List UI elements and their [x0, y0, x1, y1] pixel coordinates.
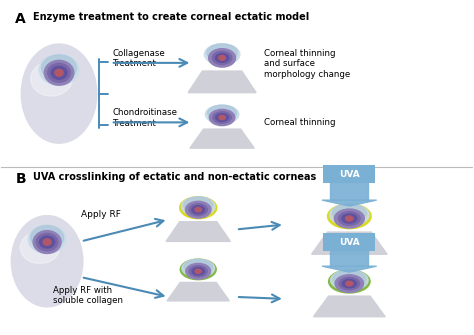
Ellipse shape — [43, 239, 51, 245]
Ellipse shape — [55, 69, 63, 76]
Text: Corneal thinning
and surface
morphology change: Corneal thinning and surface morphology … — [264, 49, 350, 79]
Ellipse shape — [182, 259, 215, 277]
Text: UVA: UVA — [339, 170, 360, 179]
Ellipse shape — [210, 110, 235, 126]
Text: Enzyme treatment to create corneal ectatic model: Enzyme treatment to create corneal ectat… — [33, 12, 310, 22]
Ellipse shape — [185, 201, 211, 218]
Ellipse shape — [192, 268, 204, 275]
Text: Chondroitinase
Treatment: Chondroitinase Treatment — [113, 109, 178, 128]
Ellipse shape — [28, 225, 66, 254]
Ellipse shape — [33, 231, 61, 254]
Ellipse shape — [207, 44, 237, 61]
Ellipse shape — [184, 197, 213, 213]
Ellipse shape — [11, 216, 83, 307]
Ellipse shape — [219, 56, 226, 60]
Polygon shape — [167, 282, 229, 301]
Ellipse shape — [328, 270, 370, 293]
Ellipse shape — [204, 44, 240, 65]
Ellipse shape — [205, 105, 239, 124]
Ellipse shape — [329, 204, 369, 226]
Ellipse shape — [216, 114, 228, 121]
Ellipse shape — [21, 44, 97, 143]
Polygon shape — [188, 71, 256, 92]
Text: Apply RF with
soluble collagen: Apply RF with soluble collagen — [53, 286, 123, 306]
Ellipse shape — [212, 51, 232, 64]
Ellipse shape — [36, 233, 58, 251]
Ellipse shape — [209, 49, 236, 67]
Ellipse shape — [44, 60, 74, 85]
Ellipse shape — [48, 63, 70, 82]
Ellipse shape — [346, 281, 353, 286]
Ellipse shape — [192, 206, 205, 214]
Ellipse shape — [184, 259, 212, 274]
Text: Apply RF: Apply RF — [81, 210, 121, 219]
Ellipse shape — [195, 207, 201, 212]
Ellipse shape — [42, 55, 76, 81]
Ellipse shape — [330, 270, 368, 290]
FancyBboxPatch shape — [323, 165, 375, 183]
Ellipse shape — [31, 61, 72, 96]
Polygon shape — [311, 232, 387, 254]
Text: B: B — [15, 172, 26, 186]
Ellipse shape — [342, 279, 356, 288]
Ellipse shape — [213, 112, 231, 123]
Ellipse shape — [215, 54, 229, 62]
Ellipse shape — [180, 197, 217, 219]
Text: Corneal thinning: Corneal thinning — [264, 118, 335, 127]
Ellipse shape — [342, 214, 357, 223]
Ellipse shape — [328, 204, 371, 229]
Text: UVA crosslinking of ectatic and non-ectatic corneas: UVA crosslinking of ectatic and non-ecta… — [33, 172, 317, 182]
Ellipse shape — [39, 55, 79, 85]
Polygon shape — [322, 200, 377, 206]
Polygon shape — [166, 222, 230, 242]
FancyBboxPatch shape — [323, 233, 375, 251]
Ellipse shape — [182, 197, 215, 216]
Ellipse shape — [31, 226, 64, 249]
Polygon shape — [322, 266, 377, 272]
Text: UVA: UVA — [339, 238, 360, 247]
Ellipse shape — [195, 269, 201, 273]
Ellipse shape — [189, 204, 208, 216]
Ellipse shape — [346, 216, 353, 221]
Text: A: A — [15, 12, 26, 26]
Ellipse shape — [186, 263, 210, 279]
Ellipse shape — [20, 231, 60, 264]
Ellipse shape — [219, 115, 225, 120]
Polygon shape — [330, 182, 368, 200]
Ellipse shape — [208, 105, 237, 121]
Polygon shape — [190, 129, 254, 148]
Ellipse shape — [334, 209, 365, 228]
Ellipse shape — [180, 259, 216, 280]
Ellipse shape — [51, 66, 67, 79]
Ellipse shape — [333, 270, 365, 287]
Ellipse shape — [335, 275, 364, 292]
Polygon shape — [330, 250, 368, 266]
Text: Collagenase
Treatment: Collagenase Treatment — [113, 49, 165, 68]
Ellipse shape — [339, 277, 360, 290]
Ellipse shape — [40, 236, 55, 248]
Ellipse shape — [189, 266, 207, 277]
Ellipse shape — [332, 204, 366, 222]
Ellipse shape — [338, 212, 360, 225]
Polygon shape — [313, 296, 385, 317]
